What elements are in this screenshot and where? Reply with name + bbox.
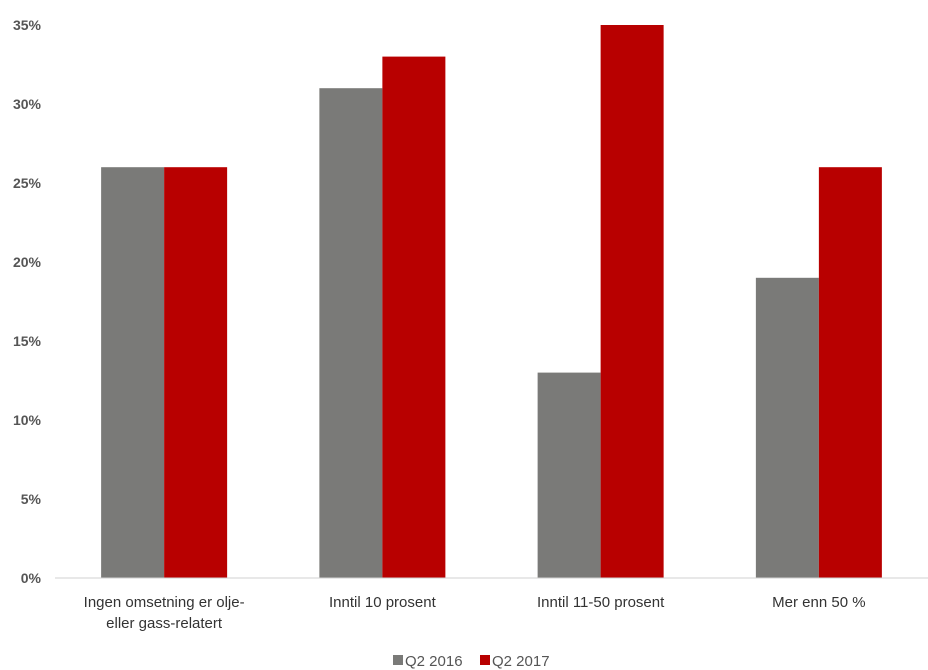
y-tick-label: 5% [21,491,42,507]
y-tick-label: 20% [13,254,42,270]
x-tick-label: Inntil 10 prosent [329,594,437,611]
bars [101,25,882,579]
x-tick-label: Inntil 11-50 prosent [537,594,665,611]
x-tick-label: Mer enn 50 % [772,594,865,611]
legend-swatch [393,655,403,665]
bar-q2-2016-2 [537,372,601,578]
bar-q2-2017-3 [818,167,882,578]
y-tick-label: 10% [13,412,42,428]
y-tick-label: 15% [13,333,42,349]
y-tick-label: 25% [13,175,42,191]
legend-label: Q2 2017 [492,653,550,670]
bar-q2-2017-2 [600,25,664,578]
x-tick-label: Ingen omsetning er olje- [84,594,245,611]
legend-label: Q2 2016 [405,653,463,670]
legend-swatch [480,655,490,665]
legend: Q2 2016 Q2 2017 [393,653,550,670]
y-tick-label: 35% [13,17,42,33]
bar-q2-2016-1 [319,88,383,578]
x-axis: Ingen omsetning er olje-eller gass-relat… [55,577,928,632]
y-tick-label: 30% [13,96,42,112]
y-tick-label: 0% [21,570,42,586]
bar-q2-2017-0 [164,167,228,578]
bar-q2-2016-0 [101,167,165,578]
y-axis: 0% 5% 10% 15% 20% 25% 30% 35% [13,17,42,586]
bar-q2-2017-1 [382,56,446,579]
bar-q2-2016-3 [755,277,819,578]
x-tick-label: eller gass-relatert [106,615,223,632]
